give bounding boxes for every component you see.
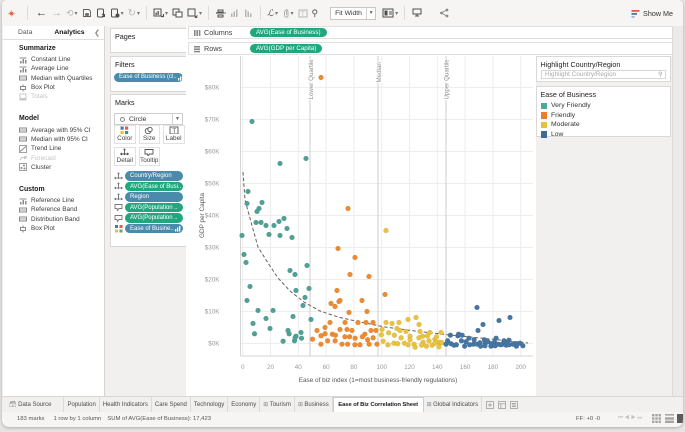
svg-text:$10K: $10K: [205, 309, 221, 316]
svg-text:$20K: $20K: [205, 277, 221, 284]
svg-text:T: T: [172, 128, 176, 134]
svg-text:$50K: $50K: [205, 181, 221, 188]
svg-text:80: 80: [350, 364, 358, 371]
svg-text:Median: Median: [376, 62, 383, 83]
svg-text:GDP per Capita: GDP per Capita: [199, 193, 206, 238]
svg-text:Upper Quartile: Upper Quartile: [444, 59, 451, 100]
svg-text:$80K: $80K: [205, 85, 221, 92]
svg-text:60: 60: [323, 364, 331, 371]
svg-text:Ease of biz index (1=most busi: Ease of biz index (1=most business-frien…: [299, 377, 458, 384]
svg-text:$70K: $70K: [205, 117, 221, 124]
svg-text:$40K: $40K: [205, 213, 221, 220]
svg-text:180: 180: [488, 364, 499, 371]
svg-text:$60K: $60K: [205, 149, 221, 156]
svg-text:100: 100: [376, 364, 387, 371]
svg-text:$30K: $30K: [205, 245, 221, 252]
svg-text:0: 0: [241, 364, 245, 371]
svg-text:40: 40: [295, 364, 303, 371]
svg-text:140: 140: [432, 364, 443, 371]
svg-text:$0K: $0K: [208, 341, 220, 348]
svg-text:120: 120: [404, 364, 415, 371]
svg-text:T: T: [301, 12, 305, 18]
svg-text:Lower Quartile: Lower Quartile: [308, 59, 315, 100]
svg-text:160: 160: [460, 364, 471, 371]
svg-text:20: 20: [267, 364, 275, 371]
svg-text:200: 200: [515, 364, 526, 371]
